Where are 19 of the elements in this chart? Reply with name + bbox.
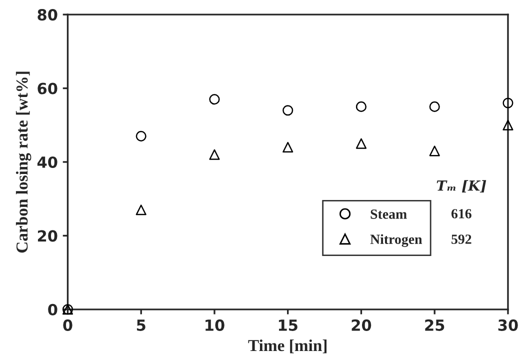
x-axis-title: Time [min] [248, 339, 327, 354]
x-tick-label: 20 [352, 319, 372, 331]
x-tick-label: 10 [206, 319, 224, 331]
y-tick-label: 20 [38, 230, 58, 242]
legend-label: Nitrogen [370, 234, 422, 247]
annotation: 592 [452, 234, 472, 244]
y-tick-label: 40 [37, 156, 58, 168]
y-axis-title: Carbon losing rate [wt%] [16, 72, 32, 253]
x-tick-label: 0 [63, 319, 72, 331]
y-tick-label: 60 [38, 82, 58, 94]
annotation: 616 [451, 209, 472, 218]
y-tick-label: 80 [38, 9, 58, 21]
x-tick-label: 30 [498, 319, 518, 331]
y-tick-label: 0 [48, 304, 58, 316]
legend-label: Steam [370, 210, 407, 219]
legend-title: Tₘ [K] [436, 180, 486, 193]
x-tick-label: 15 [278, 320, 298, 331]
x-tick-label: 5 [136, 320, 146, 331]
x-tick-label: 25 [425, 319, 444, 331]
